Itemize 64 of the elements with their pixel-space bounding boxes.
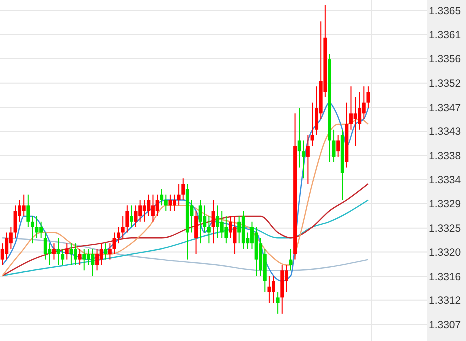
candlestick [194,210,198,255]
candlestick [30,216,34,244]
y-tick-label: 1.3352 [429,78,462,90]
candlestick [276,292,280,314]
y-tick-label: 1.3329 [429,198,462,211]
candlestick [354,96,358,147]
candlestick [160,188,164,206]
y-tick-label: 1.3338 [429,150,462,163]
candlestick [26,194,30,228]
y-tick-label: 1.3316 [429,271,462,284]
candlestick [164,194,168,212]
candlestick [358,92,362,130]
candlestick [298,108,302,168]
candlestick [117,226,121,244]
candlestick [238,216,242,244]
candlestick [108,243,112,260]
candlestick [224,216,228,244]
candlestick [126,205,130,234]
candlestick [177,184,181,206]
y-tick-label: 1.3307 [429,319,462,332]
candlestick [207,216,211,244]
candlestick [216,205,220,239]
candlestick [156,194,160,218]
y-tick-label: 1.3356 [429,54,462,66]
candlestick [306,134,310,185]
candlestick [168,194,172,212]
candlestick [82,248,86,272]
candlestick [268,276,272,304]
candlestick [40,221,44,239]
candlestick [147,194,151,218]
candlestick [44,232,48,260]
candlestick [22,194,26,218]
line-series [2,183,370,277]
y-tick-label: 1.3365 [429,6,462,18]
candlestick [5,232,9,260]
candlestick [70,243,74,266]
candlestick [78,248,82,266]
y-tick-label: 1.3347 [429,102,462,114]
candlestick [65,243,69,260]
candlestick [302,140,306,180]
candlestick [220,210,224,239]
candlestick [104,243,108,260]
candlestick [56,238,60,266]
candlestick [203,205,207,234]
y-tick-label: 1.3312 [429,295,462,308]
y-tick-label: 1.3320 [429,246,462,259]
candlestick [100,243,104,266]
candlestick [138,200,142,222]
candlestick [86,248,90,266]
y-tick-label: 1.3334 [429,174,462,186]
candlestick [198,200,202,244]
candlestick [52,243,56,260]
candlestick [336,134,340,158]
y-tick-label: 1.3325 [429,223,462,236]
candlestick [121,216,125,239]
y-tick-label: 1.3361 [429,29,462,42]
candlestick [142,200,146,222]
candlestick [366,86,370,109]
line-series [2,238,370,272]
candlestick [130,205,134,228]
y-tick-label: 1.3343 [429,126,462,138]
candlestick [61,248,65,266]
line-series [2,200,370,277]
candlestick [182,178,186,201]
